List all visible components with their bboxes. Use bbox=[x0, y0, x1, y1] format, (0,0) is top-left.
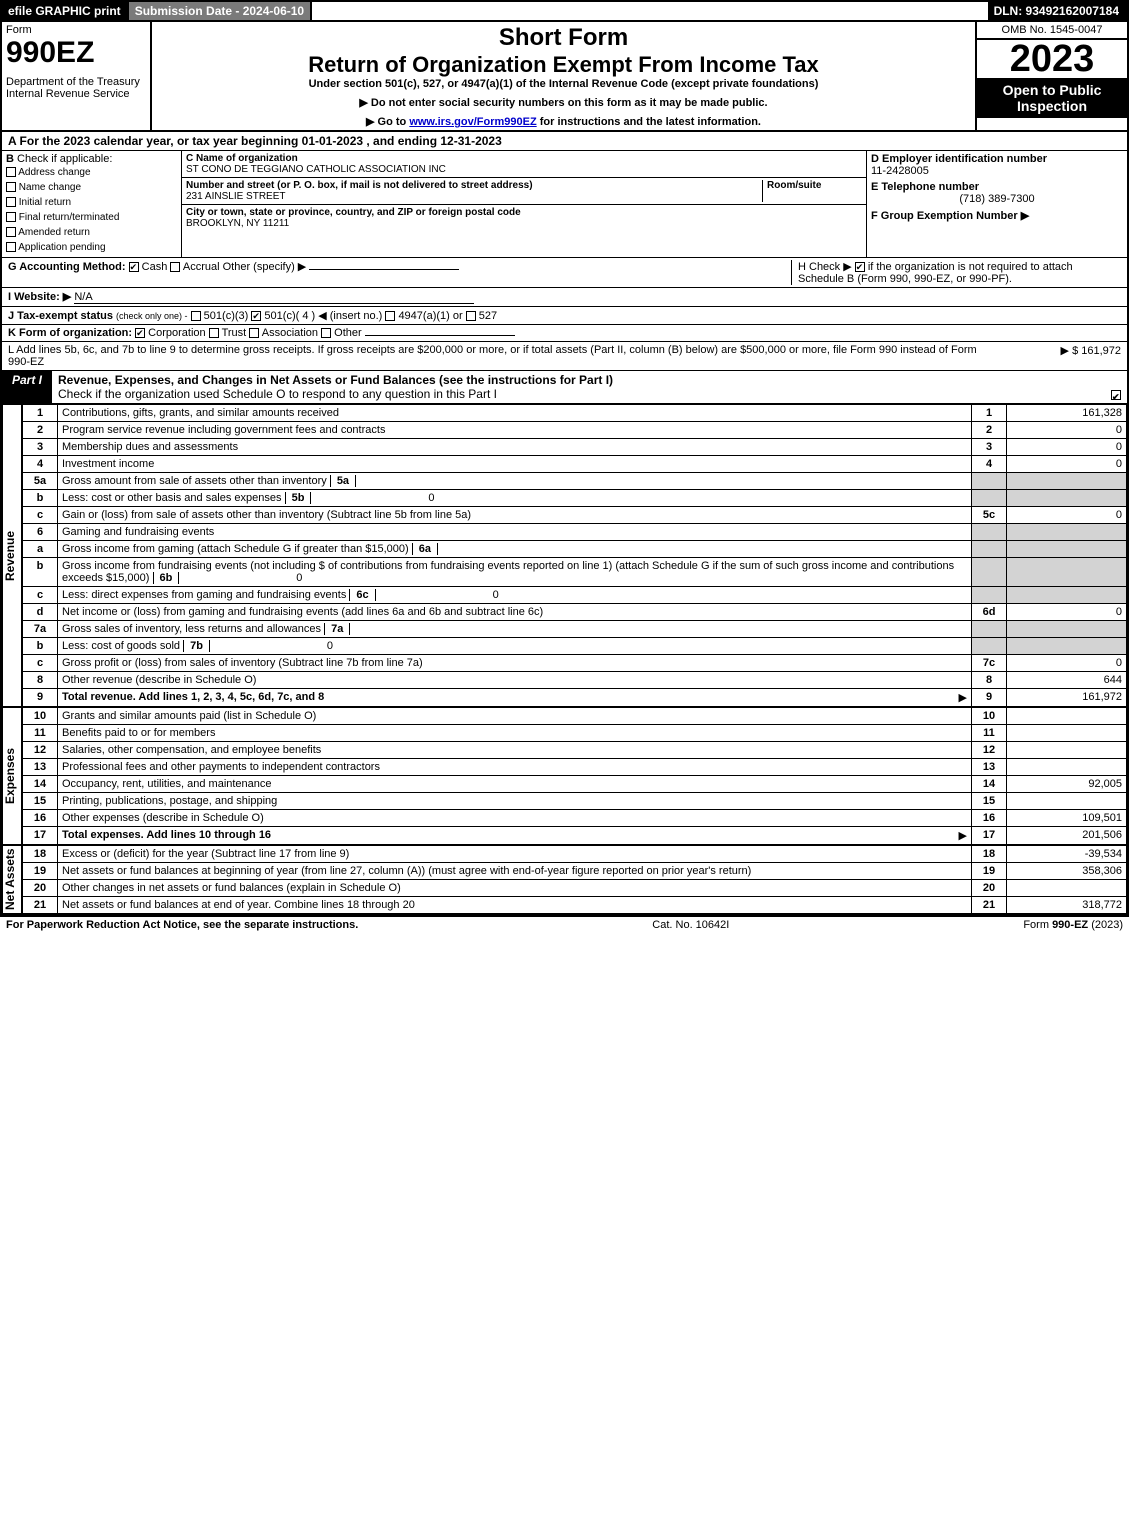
irs-link[interactable]: www.irs.gov/Form990EZ bbox=[409, 116, 536, 128]
b-check-label: Check if applicable: bbox=[17, 153, 112, 165]
chk-527[interactable] bbox=[466, 311, 476, 321]
title-return: Return of Organization Exempt From Incom… bbox=[158, 52, 969, 78]
row-k: K Form of organization: Corporation Trus… bbox=[0, 325, 1129, 342]
entity-block: B Check if applicable: Address change Na… bbox=[0, 151, 1129, 258]
chk-initial[interactable]: Initial return bbox=[6, 195, 177, 210]
title-short-form: Short Form bbox=[158, 24, 969, 52]
subtitle: Under section 501(c), 527, or 4947(a)(1)… bbox=[158, 78, 969, 90]
street: 231 AINSLIE STREET bbox=[186, 191, 286, 202]
chk-pending[interactable]: Application pending bbox=[6, 240, 177, 255]
part-i-label: Part I bbox=[2, 371, 52, 403]
row-gh: G Accounting Method: Cash Accrual Other … bbox=[0, 258, 1129, 288]
chk-4947[interactable] bbox=[385, 311, 395, 321]
open-inspection: Open to Public Inspection bbox=[977, 78, 1127, 118]
revenue-table: 1Contributions, gifts, grants, and simil… bbox=[22, 404, 1127, 707]
chk-accrual[interactable] bbox=[170, 262, 180, 272]
top-bar: efile GRAPHIC print Submission Date - 20… bbox=[0, 0, 1129, 22]
chk-trust[interactable] bbox=[209, 328, 219, 338]
chk-other[interactable] bbox=[321, 328, 331, 338]
chk-501c3[interactable] bbox=[191, 311, 201, 321]
chk-h[interactable] bbox=[855, 262, 865, 272]
ein: 11-2428005 bbox=[871, 165, 1123, 177]
section-b: B Check if applicable: Address change Na… bbox=[2, 151, 182, 257]
org-name: ST CONO DE TEGGIANO CATHOLIC ASSOCIATION… bbox=[186, 164, 446, 175]
chk-corp[interactable] bbox=[135, 328, 145, 338]
expenses-side-label: Expenses bbox=[2, 707, 22, 845]
dept: Department of the Treasury bbox=[6, 76, 146, 88]
c-city-lbl: City or town, state or province, country… bbox=[186, 207, 521, 218]
city: BROOKLYN, NY 11211 bbox=[186, 218, 289, 229]
net-assets-table: 18Excess or (deficit) for the year (Subt… bbox=[22, 845, 1127, 914]
chk-final[interactable]: Final return/terminated bbox=[6, 210, 177, 225]
k-label: K Form of organization: bbox=[8, 327, 132, 339]
form-word: Form bbox=[6, 24, 146, 36]
header-right: OMB No. 1545-0047 2023 Open to Public In… bbox=[977, 22, 1127, 130]
expenses-section: Expenses 10Grants and similar amounts pa… bbox=[0, 707, 1129, 845]
h-pre: H Check ▶ bbox=[798, 261, 855, 273]
expenses-table: 10Grants and similar amounts paid (list … bbox=[22, 707, 1127, 845]
c-street-lbl: Number and street (or P. O. box, if mail… bbox=[186, 180, 533, 191]
chk-cash[interactable] bbox=[129, 262, 139, 272]
f-grp-lbl: F Group Exemption Number ▶ bbox=[871, 209, 1123, 222]
b-label: B bbox=[6, 153, 14, 165]
dln: DLN: 93492162007184 bbox=[988, 2, 1127, 20]
l-text: L Add lines 5b, 6c, and 7b to line 9 to … bbox=[8, 344, 1001, 368]
bullet-link: ▶ Go to www.irs.gov/Form990EZ for instru… bbox=[158, 115, 969, 128]
header-left: Form 990EZ Department of the Treasury In… bbox=[2, 22, 152, 130]
footer: For Paperwork Reduction Act Notice, see … bbox=[0, 916, 1129, 933]
submission-date: Submission Date - 2024-06-10 bbox=[129, 2, 312, 20]
revenue-side-label: Revenue bbox=[2, 404, 22, 707]
header-center: Short Form Return of Organization Exempt… bbox=[152, 22, 977, 130]
header: Form 990EZ Department of the Treasury In… bbox=[0, 22, 1129, 132]
l-amount: ▶ $ 161,972 bbox=[1001, 344, 1121, 368]
j-note: (check only one) - bbox=[116, 311, 188, 321]
bullet2-post: for instructions and the latest informat… bbox=[537, 116, 761, 128]
form-number: 990EZ bbox=[6, 36, 146, 70]
footer-right: Form 990-EZ (2023) bbox=[1023, 919, 1123, 931]
chk-assoc[interactable] bbox=[249, 328, 259, 338]
irs: Internal Revenue Service bbox=[6, 88, 146, 100]
bullet-ssn: ▶ Do not enter social security numbers o… bbox=[158, 96, 969, 109]
footer-mid: Cat. No. 10642I bbox=[652, 919, 729, 931]
row-l: L Add lines 5b, 6c, and 7b to line 9 to … bbox=[0, 342, 1129, 371]
net-assets-side-label: Net Assets bbox=[2, 845, 22, 914]
chk-amended[interactable]: Amended return bbox=[6, 225, 177, 240]
chk-address[interactable]: Address change bbox=[6, 165, 177, 180]
chk-name[interactable]: Name change bbox=[6, 180, 177, 195]
efile-label[interactable]: efile GRAPHIC print bbox=[2, 2, 129, 20]
net-assets-section: Net Assets 18Excess or (deficit) for the… bbox=[0, 845, 1129, 916]
e-tel-lbl: E Telephone number bbox=[871, 181, 1123, 193]
j-label: J Tax-exempt status bbox=[8, 310, 113, 322]
revenue-section: Revenue 1Contributions, gifts, grants, a… bbox=[0, 404, 1129, 707]
chk-501c4[interactable] bbox=[251, 311, 261, 321]
g-label: G Accounting Method: bbox=[8, 261, 126, 273]
tax-year: 2023 bbox=[977, 40, 1127, 78]
section-c: C Name of organization ST CONO DE TEGGIA… bbox=[182, 151, 867, 257]
section-def: D Employer identification number 11-2428… bbox=[867, 151, 1127, 257]
part-i-title: Revenue, Expenses, and Changes in Net As… bbox=[58, 373, 613, 387]
chk-partI-scheduleO[interactable] bbox=[1111, 390, 1121, 400]
website: N/A bbox=[74, 291, 92, 303]
c-name-lbl: C Name of organization bbox=[186, 153, 298, 164]
room-lbl: Room/suite bbox=[767, 180, 821, 191]
part-i-check: Check if the organization used Schedule … bbox=[58, 387, 497, 401]
d-ein-lbl: D Employer identification number bbox=[871, 153, 1123, 165]
row-a: A For the 2023 calendar year, or tax yea… bbox=[0, 132, 1129, 151]
row-j: J Tax-exempt status (check only one) - 5… bbox=[0, 307, 1129, 325]
part-i-header: Part I Revenue, Expenses, and Changes in… bbox=[0, 371, 1129, 404]
row-i: I Website: ▶ N/A bbox=[0, 288, 1129, 307]
bullet2-pre: ▶ Go to bbox=[366, 116, 409, 128]
telephone: (718) 389-7300 bbox=[871, 193, 1123, 205]
i-label: I Website: ▶ bbox=[8, 291, 71, 303]
footer-left: For Paperwork Reduction Act Notice, see … bbox=[6, 919, 358, 931]
